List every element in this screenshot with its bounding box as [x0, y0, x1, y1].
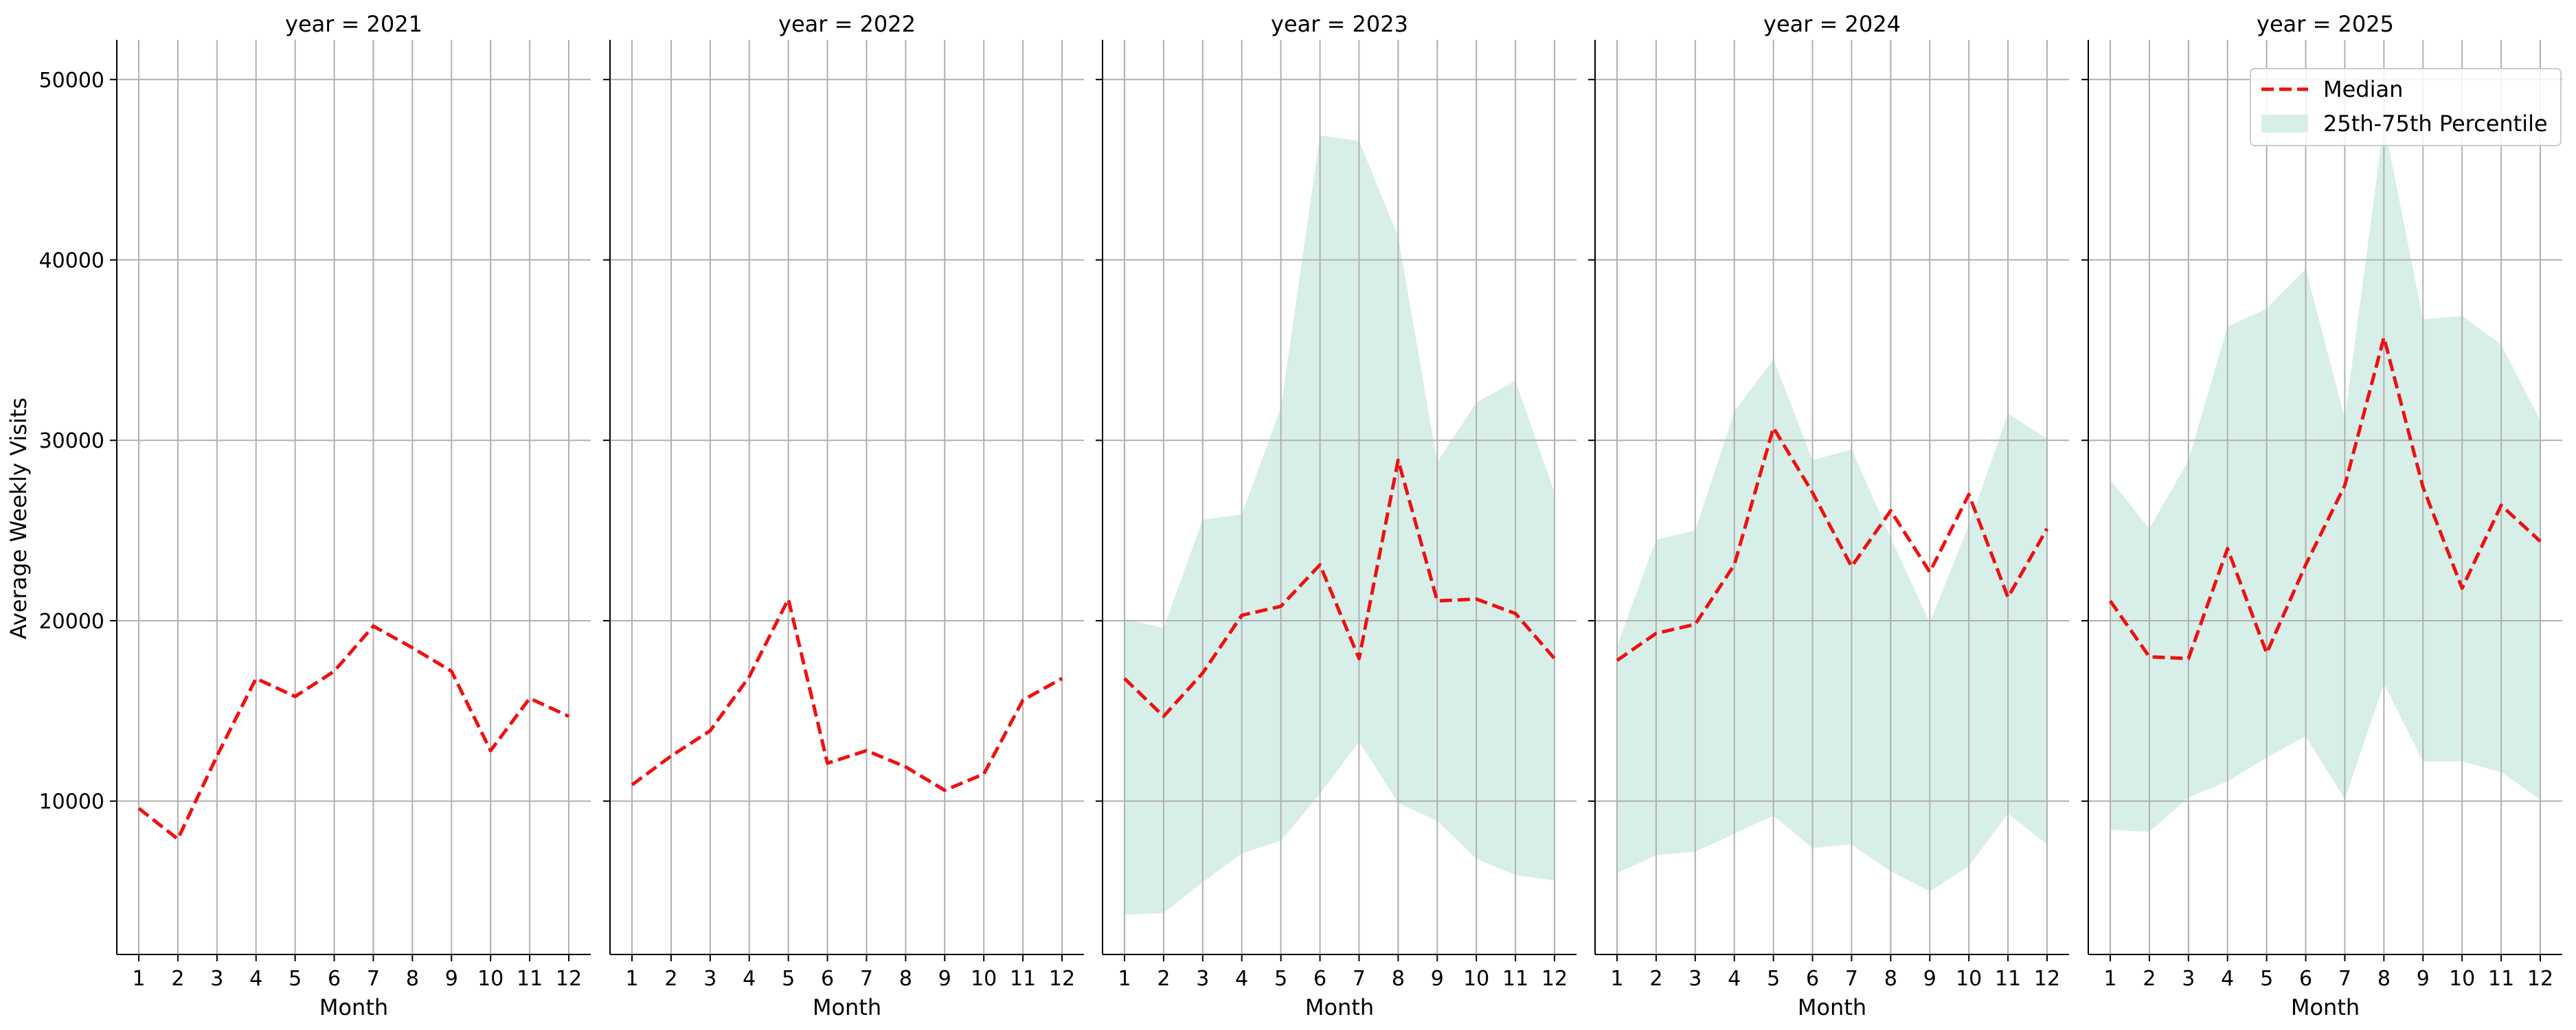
- x-tick-label: 12: [556, 967, 582, 991]
- median-line: [1123, 458, 1556, 718]
- x-tick-label: 7: [1353, 967, 1366, 991]
- y-tick-label: 50000: [39, 69, 104, 93]
- x-tick-label: 7: [367, 967, 380, 991]
- x-tick-label: 3: [703, 967, 716, 991]
- legend-label: 25th-75th Percentile: [2323, 111, 2548, 137]
- x-tick-label: 9: [1923, 967, 1936, 991]
- x-tick-label: 5: [1767, 967, 1780, 991]
- x-tick-label: 1: [625, 967, 638, 991]
- x-tick-label: 12: [1049, 967, 1075, 991]
- x-tick-label: 7: [1845, 967, 1858, 991]
- x-tick-label: 3: [1688, 967, 1702, 991]
- x-tick-label: 4: [1235, 967, 1248, 991]
- x-axis-label: Month: [2291, 994, 2360, 1020]
- x-axis-label: Month: [1798, 994, 1866, 1020]
- x-tick-label: 5: [289, 967, 302, 991]
- median-line: [631, 597, 1063, 792]
- x-tick-label: 8: [406, 967, 419, 991]
- median-line: [137, 624, 570, 841]
- x-tick-label: 4: [2221, 967, 2234, 991]
- x-tick-label: 11: [517, 967, 543, 991]
- x-axis-label: Month: [319, 994, 388, 1020]
- x-tick-label: 9: [445, 967, 458, 991]
- x-tick-label: 4: [743, 967, 756, 991]
- x-tick-label: 1: [1610, 967, 1623, 991]
- x-tick-label: 10: [1956, 967, 1982, 991]
- x-tick-label: 5: [782, 967, 795, 991]
- x-tick-label: 2: [1157, 967, 1170, 991]
- x-tick-label: 5: [1274, 967, 1287, 991]
- x-tick-label: 11: [1995, 967, 2021, 991]
- x-tick-label: 2: [2143, 967, 2156, 991]
- percentile-band: [1125, 135, 1555, 915]
- x-tick-label: 9: [938, 967, 951, 991]
- y-tick-label: 30000: [39, 429, 104, 453]
- panel-title: year = 2024: [1763, 11, 1901, 37]
- x-tick-label: 1: [1118, 967, 1131, 991]
- percentile-band: [2110, 122, 2540, 832]
- x-tick-label: 12: [2034, 967, 2060, 991]
- percentile-band: [1617, 359, 2047, 892]
- x-tick-label: 7: [860, 967, 873, 991]
- x-tick-label: 3: [1196, 967, 1209, 991]
- x-tick-label: 8: [899, 967, 912, 991]
- x-tick-label: 3: [2182, 967, 2195, 991]
- x-tick-label: 6: [2299, 967, 2312, 991]
- legend-label: Median: [2323, 76, 2403, 102]
- x-tick-label: 10: [971, 967, 997, 991]
- panel-title: year = 2023: [1271, 11, 1408, 37]
- x-tick-label: 5: [2260, 967, 2273, 991]
- x-tick-label: 7: [2338, 967, 2351, 991]
- x-tick-label: 6: [821, 967, 834, 991]
- x-tick-label: 8: [1884, 967, 1897, 991]
- x-tick-label: 11: [2488, 967, 2514, 991]
- x-tick-label: 2: [1649, 967, 1662, 991]
- x-tick-label: 3: [210, 967, 223, 991]
- x-tick-label: 11: [1502, 967, 1528, 991]
- x-tick-label: 2: [664, 967, 677, 991]
- x-tick-label: 1: [2103, 967, 2116, 991]
- x-tick-label: 4: [1728, 967, 1741, 991]
- x-tick-label: 6: [1313, 967, 1326, 991]
- median-line: [2108, 335, 2542, 661]
- x-tick-label: 10: [2449, 967, 2475, 991]
- x-tick-label: 9: [1431, 967, 1444, 991]
- x-tick-label: 2: [171, 967, 184, 991]
- x-axis-label: Month: [1305, 994, 1374, 1020]
- x-tick-label: 11: [1010, 967, 1036, 991]
- legend-band-swatch: [2261, 115, 2308, 133]
- median-line: [1616, 426, 2049, 662]
- x-axis-label: Month: [813, 994, 881, 1020]
- x-tick-label: 4: [249, 967, 262, 991]
- panel-title: year = 2021: [285, 11, 422, 37]
- x-tick-label: 12: [1541, 967, 1568, 991]
- y-tick-label: 40000: [39, 249, 104, 273]
- legend-box: [2250, 68, 2562, 146]
- x-tick-label: 10: [477, 967, 504, 991]
- y-axis-label: Average Weekly Visits: [5, 398, 32, 639]
- x-tick-label: 1: [132, 967, 145, 991]
- x-tick-label: 8: [1392, 967, 1405, 991]
- panel-title: year = 2022: [778, 11, 916, 37]
- x-tick-label: 6: [328, 967, 341, 991]
- x-tick-label: 6: [1806, 967, 1819, 991]
- y-tick-label: 20000: [39, 610, 104, 634]
- legend: Median 25th-75th Percentile: [2250, 68, 2562, 146]
- y-tick-label: 10000: [39, 790, 104, 814]
- x-tick-label: 9: [2417, 967, 2430, 991]
- x-tick-label: 12: [2527, 967, 2553, 991]
- x-tick-label: 10: [1463, 967, 1489, 991]
- panel-title: year = 2025: [2257, 11, 2394, 37]
- x-tick-label: 8: [2377, 967, 2391, 991]
